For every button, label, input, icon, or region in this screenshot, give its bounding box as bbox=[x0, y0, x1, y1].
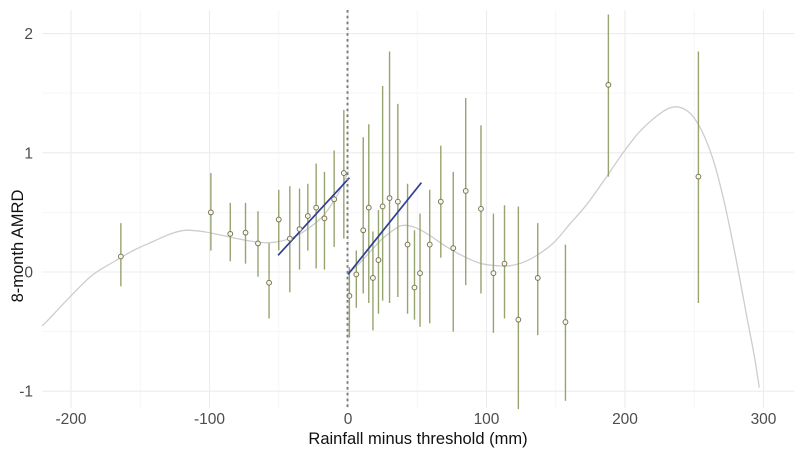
data-point bbox=[321, 215, 328, 222]
data-point bbox=[386, 195, 393, 201]
data-point bbox=[501, 260, 508, 267]
x-tick-label: -100 bbox=[194, 411, 225, 428]
data-point bbox=[227, 230, 234, 237]
data-point bbox=[411, 284, 418, 291]
data-point bbox=[417, 270, 423, 277]
data-point bbox=[450, 245, 457, 252]
data-point bbox=[331, 196, 338, 203]
data-point bbox=[286, 235, 293, 242]
data-point bbox=[515, 316, 522, 323]
fit-line-left bbox=[277, 177, 351, 256]
loess-curve-left bbox=[41, 171, 349, 327]
y-axis-title: 8-month AMRD bbox=[9, 189, 27, 303]
data-point bbox=[394, 198, 401, 205]
data-point bbox=[478, 205, 484, 212]
data-point bbox=[462, 188, 469, 194]
data-point bbox=[534, 275, 541, 281]
x-tick-label: 0 bbox=[344, 411, 353, 428]
data-point bbox=[437, 198, 444, 205]
x-tick-label: 100 bbox=[474, 411, 500, 428]
data-point bbox=[360, 227, 367, 234]
data-point bbox=[562, 319, 569, 325]
data-point bbox=[117, 253, 124, 260]
y-tick-label: 0 bbox=[24, 265, 33, 282]
data-point bbox=[296, 226, 303, 232]
data-point bbox=[275, 216, 282, 223]
data-point bbox=[490, 270, 497, 277]
x-tick-label: -200 bbox=[55, 411, 86, 428]
data-point bbox=[207, 209, 214, 216]
y-tick-label: 1 bbox=[24, 145, 33, 162]
data-point bbox=[255, 240, 261, 247]
data-point bbox=[379, 203, 386, 210]
x-axis-title: Rainfall minus threshold (mm) bbox=[308, 430, 528, 448]
data-point bbox=[313, 204, 320, 211]
data-point bbox=[605, 81, 612, 88]
x-tick-label: 200 bbox=[612, 411, 638, 428]
data-point bbox=[426, 241, 433, 248]
data-point bbox=[304, 213, 311, 219]
x-tick-label: 300 bbox=[751, 411, 777, 428]
data-point bbox=[340, 170, 347, 176]
y-tick-label: 2 bbox=[24, 26, 33, 43]
data-point bbox=[375, 257, 382, 263]
y-tick-label: -1 bbox=[19, 384, 33, 401]
loess-curve-right bbox=[347, 106, 760, 388]
data-point bbox=[695, 173, 702, 180]
data-point bbox=[370, 275, 376, 281]
data-point bbox=[266, 279, 272, 286]
data-point bbox=[242, 229, 249, 236]
data-point bbox=[353, 271, 360, 278]
data-point bbox=[404, 241, 411, 248]
fit-line-right bbox=[347, 182, 423, 275]
data-point bbox=[365, 204, 372, 211]
